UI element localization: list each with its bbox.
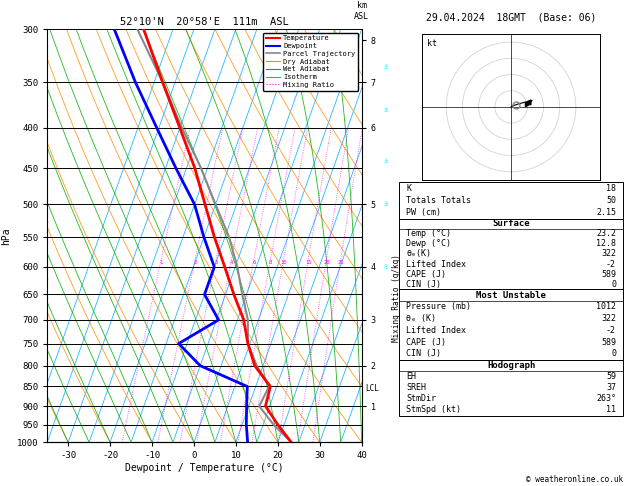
Text: PW (cm): PW (cm) [406, 208, 441, 217]
Text: CIN (J): CIN (J) [406, 349, 441, 358]
Title: 52°10'N  20°58'E  111m  ASL: 52°10'N 20°58'E 111m ASL [120, 17, 289, 27]
Text: Temp (°C): Temp (°C) [406, 229, 451, 238]
Text: 8: 8 [269, 260, 272, 265]
Text: 18: 18 [606, 184, 616, 193]
Text: Lifted Index: Lifted Index [406, 326, 466, 335]
Text: ⚓: ⚓ [384, 201, 387, 208]
Text: CIN (J): CIN (J) [406, 279, 441, 289]
Text: StmDir: StmDir [406, 394, 436, 403]
Text: Lifted Index: Lifted Index [406, 260, 466, 268]
Text: 50: 50 [606, 196, 616, 205]
X-axis label: Dewpoint / Temperature (°C): Dewpoint / Temperature (°C) [125, 463, 284, 473]
Text: 589: 589 [601, 270, 616, 278]
Text: Surface: Surface [493, 219, 530, 228]
Text: Mixing Ratio (g/kg): Mixing Ratio (g/kg) [392, 254, 401, 342]
Text: 2: 2 [193, 260, 197, 265]
Text: 322: 322 [601, 249, 616, 259]
Text: 1: 1 [159, 260, 163, 265]
Text: -2: -2 [606, 260, 616, 268]
Legend: Temperature, Dewpoint, Parcel Trajectory, Dry Adiabat, Wet Adiabat, Isotherm, Mi: Temperature, Dewpoint, Parcel Trajectory… [263, 33, 358, 90]
Text: 3: 3 [214, 260, 218, 265]
Text: 1012: 1012 [596, 302, 616, 312]
Text: km
ASL: km ASL [354, 1, 369, 21]
Text: 23.2: 23.2 [596, 229, 616, 238]
Text: Most Unstable: Most Unstable [476, 291, 546, 299]
Text: 2.15: 2.15 [596, 208, 616, 217]
Text: Totals Totals: Totals Totals [406, 196, 471, 205]
Y-axis label: hPa: hPa [1, 227, 11, 244]
Text: 25: 25 [337, 260, 344, 265]
Text: θₑ(K): θₑ(K) [406, 249, 431, 259]
Text: 11: 11 [606, 405, 616, 415]
Text: θₑ (K): θₑ (K) [406, 314, 436, 323]
Text: 10: 10 [281, 260, 287, 265]
Text: 0: 0 [611, 349, 616, 358]
Text: StmSpd (kt): StmSpd (kt) [406, 405, 461, 415]
Text: EH: EH [406, 372, 416, 381]
Text: Hodograph: Hodograph [487, 361, 535, 370]
Text: ⚓: ⚓ [384, 64, 387, 70]
Text: Dewp (°C): Dewp (°C) [406, 240, 451, 248]
Text: ⚓: ⚓ [384, 107, 387, 113]
Text: 12.8: 12.8 [596, 240, 616, 248]
Text: -2: -2 [606, 326, 616, 335]
Text: 37: 37 [606, 383, 616, 392]
Text: ⚓: ⚓ [384, 264, 387, 270]
Text: © weatheronline.co.uk: © weatheronline.co.uk [526, 474, 623, 484]
Text: Pressure (mb): Pressure (mb) [406, 302, 471, 312]
Text: SREH: SREH [406, 383, 426, 392]
Text: 263°: 263° [596, 394, 616, 403]
Text: CAPE (J): CAPE (J) [406, 337, 446, 347]
Text: CAPE (J): CAPE (J) [406, 270, 446, 278]
Text: 29.04.2024  18GMT  (Base: 06): 29.04.2024 18GMT (Base: 06) [426, 12, 596, 22]
Text: kt: kt [427, 39, 437, 48]
Text: 322: 322 [601, 314, 616, 323]
Text: K: K [406, 184, 411, 193]
Text: 20: 20 [323, 260, 330, 265]
Text: 59: 59 [606, 372, 616, 381]
Text: LCL: LCL [365, 384, 379, 393]
Text: 0: 0 [611, 279, 616, 289]
Text: 15: 15 [305, 260, 311, 265]
Text: ⚓: ⚓ [384, 157, 387, 164]
Text: 589: 589 [601, 337, 616, 347]
Text: 6: 6 [252, 260, 255, 265]
Text: 4: 4 [230, 260, 233, 265]
